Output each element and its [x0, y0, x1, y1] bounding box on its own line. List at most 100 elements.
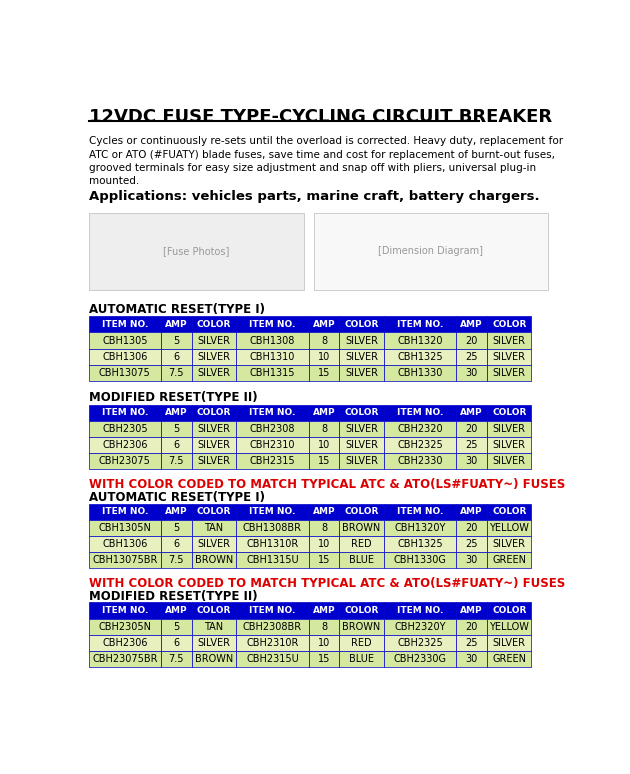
FancyBboxPatch shape: [236, 453, 309, 469]
FancyBboxPatch shape: [236, 333, 309, 348]
Text: Applications: vehicles parts, marine craft, battery chargers.: Applications: vehicles parts, marine cra…: [88, 190, 539, 203]
FancyBboxPatch shape: [384, 618, 457, 635]
Text: 6: 6: [173, 440, 180, 450]
Text: AMP: AMP: [312, 507, 335, 516]
FancyBboxPatch shape: [487, 405, 532, 421]
FancyBboxPatch shape: [309, 519, 340, 536]
FancyBboxPatch shape: [192, 618, 236, 635]
Text: MODIFIED RESET(TYPE II): MODIFIED RESET(TYPE II): [88, 590, 257, 603]
Text: 6: 6: [173, 351, 180, 361]
FancyBboxPatch shape: [88, 405, 161, 421]
Text: AUTOMATIC RESET(TYPE I): AUTOMATIC RESET(TYPE I): [88, 491, 265, 504]
FancyBboxPatch shape: [161, 536, 192, 552]
Text: CBH1330G: CBH1330G: [394, 555, 447, 565]
Text: 7.5: 7.5: [169, 368, 184, 378]
FancyBboxPatch shape: [384, 348, 457, 365]
Text: 8: 8: [321, 423, 327, 433]
FancyBboxPatch shape: [161, 421, 192, 437]
FancyBboxPatch shape: [88, 365, 161, 381]
Text: CBH23075: CBH23075: [99, 456, 151, 466]
Text: SILVER: SILVER: [197, 351, 231, 361]
FancyBboxPatch shape: [161, 618, 192, 635]
Text: SILVER: SILVER: [197, 638, 231, 648]
FancyBboxPatch shape: [309, 317, 340, 333]
Text: 25: 25: [466, 539, 478, 549]
Text: CBH1315U: CBH1315U: [246, 555, 299, 565]
FancyBboxPatch shape: [309, 333, 340, 348]
FancyBboxPatch shape: [457, 618, 487, 635]
FancyBboxPatch shape: [487, 421, 532, 437]
FancyBboxPatch shape: [457, 333, 487, 348]
FancyBboxPatch shape: [487, 504, 532, 519]
Text: SILVER: SILVER: [197, 456, 231, 466]
Text: SILVER: SILVER: [493, 638, 525, 648]
FancyBboxPatch shape: [161, 519, 192, 536]
Text: COLOR: COLOR: [345, 507, 379, 516]
FancyBboxPatch shape: [384, 651, 457, 667]
Text: CBH1305: CBH1305: [102, 335, 147, 345]
Text: ITEM NO.: ITEM NO.: [101, 606, 148, 615]
Text: GREEN: GREEN: [492, 555, 526, 565]
Text: SILVER: SILVER: [345, 351, 378, 361]
Text: 10: 10: [318, 638, 330, 648]
FancyBboxPatch shape: [384, 421, 457, 437]
Text: CBH2306: CBH2306: [102, 638, 147, 648]
Text: 10: 10: [318, 539, 330, 549]
Text: CBH1330: CBH1330: [398, 368, 443, 378]
Text: COLOR: COLOR: [345, 320, 379, 329]
FancyBboxPatch shape: [236, 536, 309, 552]
Text: 8: 8: [321, 522, 327, 533]
FancyBboxPatch shape: [192, 635, 236, 651]
Text: CBH2320: CBH2320: [398, 423, 443, 433]
FancyBboxPatch shape: [309, 348, 340, 365]
Text: 20: 20: [466, 622, 478, 632]
FancyBboxPatch shape: [309, 651, 340, 667]
FancyBboxPatch shape: [340, 552, 384, 568]
FancyBboxPatch shape: [340, 365, 384, 381]
Text: CBH1320: CBH1320: [398, 335, 443, 345]
FancyBboxPatch shape: [487, 602, 532, 618]
Text: 10: 10: [318, 440, 330, 450]
Text: ITEM NO.: ITEM NO.: [101, 408, 148, 417]
FancyBboxPatch shape: [309, 602, 340, 618]
FancyBboxPatch shape: [161, 348, 192, 365]
FancyBboxPatch shape: [457, 536, 487, 552]
FancyBboxPatch shape: [236, 405, 309, 421]
Text: CBH1308BR: CBH1308BR: [243, 522, 302, 533]
Text: AUTOMATIC RESET(TYPE I): AUTOMATIC RESET(TYPE I): [88, 303, 265, 317]
Text: AMP: AMP: [461, 606, 483, 615]
FancyBboxPatch shape: [192, 453, 236, 469]
FancyBboxPatch shape: [340, 635, 384, 651]
Text: SILVER: SILVER: [197, 335, 231, 345]
Text: 30: 30: [466, 654, 478, 664]
Text: COLOR: COLOR: [492, 606, 527, 615]
FancyBboxPatch shape: [457, 519, 487, 536]
Text: 30: 30: [466, 368, 478, 378]
FancyBboxPatch shape: [340, 602, 384, 618]
Text: CBH1308: CBH1308: [250, 335, 295, 345]
FancyBboxPatch shape: [236, 317, 309, 333]
FancyBboxPatch shape: [457, 552, 487, 568]
FancyBboxPatch shape: [236, 421, 309, 437]
FancyBboxPatch shape: [88, 437, 161, 453]
FancyBboxPatch shape: [487, 317, 532, 333]
Text: 5: 5: [173, 423, 180, 433]
Text: COLOR: COLOR: [492, 507, 527, 516]
Text: SILVER: SILVER: [345, 423, 378, 433]
Text: SILVER: SILVER: [493, 440, 525, 450]
Text: CBH1310: CBH1310: [250, 351, 295, 361]
FancyBboxPatch shape: [192, 519, 236, 536]
Text: WITH COLOR CODED TO MATCH TYPICAL ATC & ATO(LS#FUATY~) FUSES: WITH COLOR CODED TO MATCH TYPICAL ATC & …: [88, 577, 564, 591]
FancyBboxPatch shape: [340, 651, 384, 667]
Text: CBH2310: CBH2310: [249, 440, 295, 450]
Text: GREEN: GREEN: [492, 654, 526, 664]
Text: SILVER: SILVER: [345, 368, 378, 378]
Text: BROWN: BROWN: [343, 622, 381, 632]
FancyBboxPatch shape: [88, 421, 161, 437]
FancyBboxPatch shape: [487, 348, 532, 365]
FancyBboxPatch shape: [457, 635, 487, 651]
Text: AMP: AMP: [312, 320, 335, 329]
Text: ITEM NO.: ITEM NO.: [249, 408, 295, 417]
Text: 30: 30: [466, 456, 478, 466]
Text: 7.5: 7.5: [169, 555, 184, 565]
